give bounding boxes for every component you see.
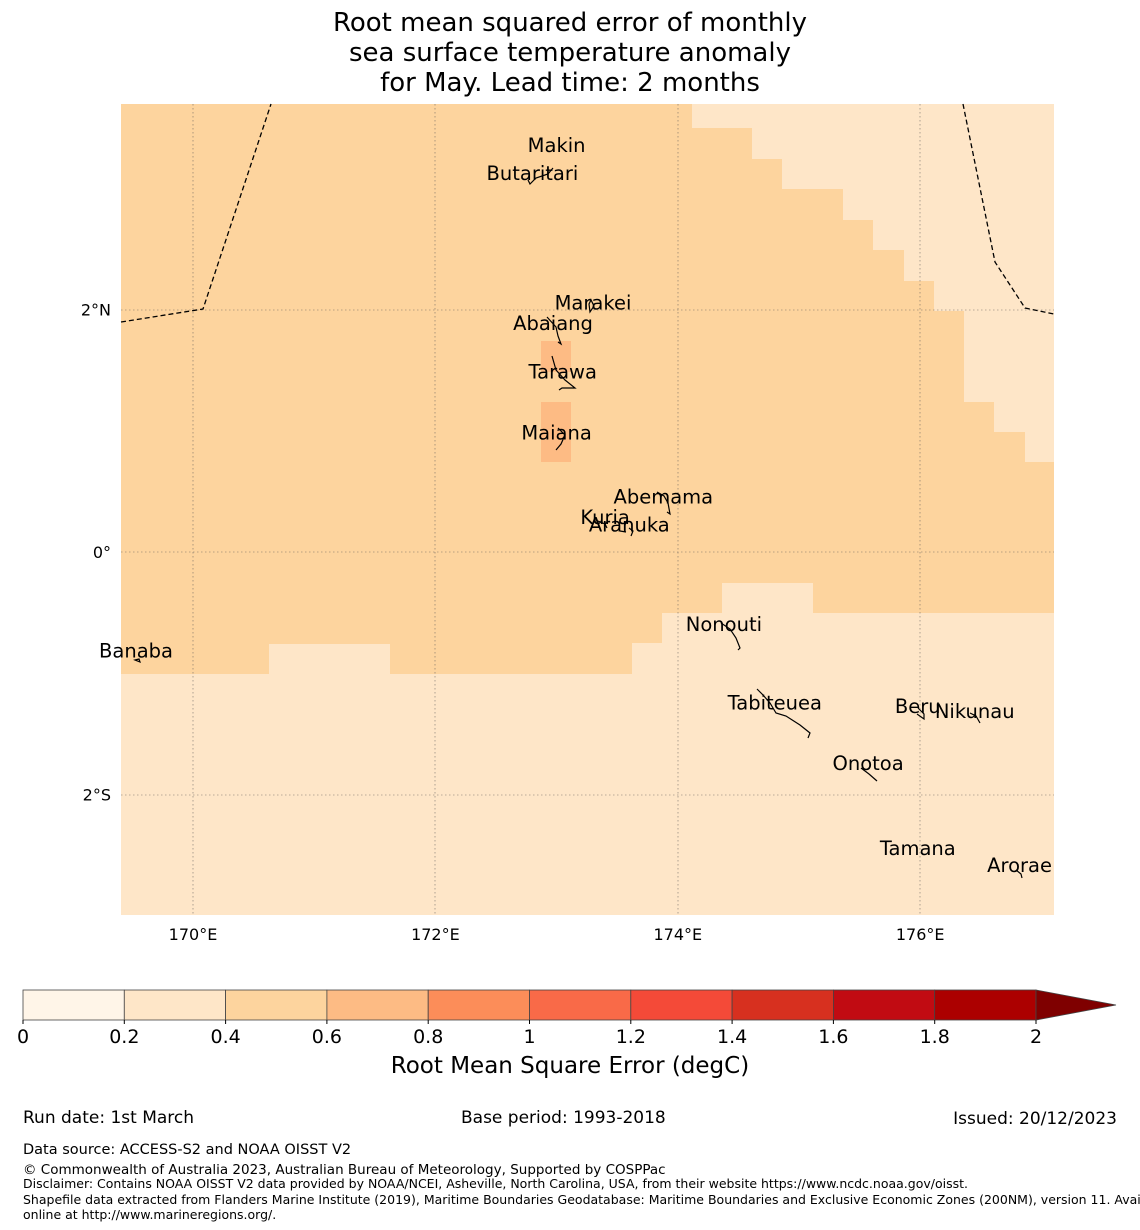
field-high-2: [541, 402, 571, 462]
island-outline-banaba: [133, 658, 141, 664]
colorbar-swatch-2: [225, 989, 328, 1021]
colorbar-tick-label-1: 0.2: [109, 1026, 139, 1048]
base-period: Base period: 1993-2018: [461, 1108, 666, 1128]
colorbar-swatch-1: [123, 989, 227, 1021]
data-source: Data source: ACCESS-S2 and NOAA OISST V2: [23, 1142, 352, 1158]
island-label-maiana: Maiana: [521, 421, 591, 444]
colorbar-tick-label-0: 0: [17, 1026, 29, 1048]
island-label-arorae: Arorae: [987, 854, 1052, 877]
colorbar-tick-label-7: 1.4: [717, 1026, 747, 1048]
copyright: © Commonwealth of Australia 2023, Austra…: [23, 1162, 666, 1178]
island-outline-kuria: [597, 520, 608, 529]
island-outline-marakei: [588, 298, 595, 314]
field-high-1: [541, 341, 571, 372]
island-outline-tabiteuea: [756, 688, 811, 739]
title-line-2: sea surface temperature anomaly: [349, 38, 791, 68]
colorbar-swatch-3: [326, 989, 429, 1021]
longitude-labels: 170°E 172°E 174°E 176°E: [169, 925, 945, 944]
eez-boundary-east: [962, 103, 1055, 315]
lat-tick-2-s: 2°S: [83, 785, 111, 804]
colorbar-swatch-6: [630, 989, 733, 1021]
chart-title: Root mean squared error of monthly sea s…: [0, 8, 1140, 98]
field-mid: [121, 104, 1054, 674]
island-label-nikunau: Nikunau: [935, 700, 1015, 723]
island-label-tarawa: Tarawa: [527, 361, 597, 384]
colorbar-swatch-5: [529, 989, 632, 1021]
lon-tick-170: 170°E: [169, 925, 218, 944]
island-outline-arorae: [1015, 869, 1023, 879]
colorbar-swatch-9: [934, 989, 1037, 1021]
island-outline-nonouti: [720, 622, 741, 651]
island-outline-abaiang: [546, 316, 563, 346]
latitude-labels: 2°N 0° 2°S: [81, 301, 111, 805]
island-label-kuria: Kuria: [580, 506, 630, 529]
island-label-butaritari: Butaritari: [487, 162, 579, 185]
island-outline-nikunau: [969, 712, 981, 724]
island-label-tamana: Tamana: [879, 837, 956, 860]
island-label-beru: Beru: [895, 695, 941, 718]
lat-tick-2-n: 2°N: [81, 301, 111, 320]
gridlines: [121, 104, 1054, 915]
colorbar-swatch-0: [22, 989, 125, 1021]
island-label-banaba: Banaba: [99, 639, 173, 662]
island-label-tabiteuea: Tabiteuea: [727, 692, 822, 715]
colorbar-swatch-8: [833, 989, 936, 1021]
island-outlines: [133, 167, 1023, 879]
colorbar-tick-label-3: 0.6: [312, 1026, 342, 1048]
colorbar-extend-arrow: [1035, 989, 1117, 1021]
lon-tick-174: 174°E: [653, 925, 702, 944]
shapefile-credit-1: Shapefile data extracted from Flanders M…: [23, 1192, 1140, 1207]
island-outline-tarawa: [551, 355, 577, 391]
colorbar-tick-label-5: 1: [523, 1026, 535, 1048]
island-label-abemama: Abemama: [613, 486, 713, 509]
island-outline-aranuka: [619, 527, 634, 537]
island-label-marakei: Marakei: [555, 292, 632, 315]
island-label-onotoa: Onotoa: [833, 752, 904, 775]
lon-tick-172: 172°E: [411, 925, 460, 944]
colorbar-tick-label-6: 1.2: [616, 1026, 646, 1048]
colorbar-tick-label-4: 0.8: [413, 1026, 443, 1048]
colorbar-tick-label-10: 2: [1030, 1026, 1042, 1048]
island-outline-makin: [527, 167, 554, 186]
shapefile-credit-2: online at http://www.marineregions.org/.: [23, 1207, 277, 1222]
eez-boundaries: [120, 103, 1055, 323]
island-label-aranuka: Aranuka: [589, 513, 670, 536]
lon-tick-176: 176°E: [896, 925, 945, 944]
title-line-3: for May. Lead time: 2 months: [380, 68, 760, 98]
colorbar-tick-label-9: 1.8: [920, 1026, 950, 1048]
island-outline-onotoa: [860, 767, 878, 782]
island-label-abaiang: Abaiang: [513, 312, 593, 335]
rmse-field: [121, 104, 1054, 915]
lat-tick-0-: 0°: [93, 543, 111, 562]
island-label-nonouti: Nonouti: [686, 613, 762, 636]
eez-boundary-west: [120, 103, 272, 323]
colorbar-label: Root Mean Square Error (degC): [390, 1053, 750, 1079]
island-outline-abemama: [656, 491, 671, 516]
colorbar: 0 0.2 0.4 0.6 0.8 1 1.2 1.4 1.6 1.8 2: [17, 989, 1117, 1048]
colorbar-ticks: 0 0.2 0.4 0.6 0.8 1 1.2 1.4 1.6 1.8 2: [17, 1020, 1042, 1048]
island-label-makin: Makin: [528, 134, 586, 157]
island-outline-beru: [916, 707, 925, 721]
colorbar-tick-label-2: 0.4: [210, 1026, 240, 1048]
colorbar-swatches: [22, 989, 1117, 1021]
disclaimer: Disclaimer: Contains NOAA OISST V2 data …: [23, 1176, 968, 1191]
colorbar-swatch-4: [427, 989, 530, 1021]
issued-date: Issued: 20/12/2023: [953, 1109, 1117, 1129]
colorbar-swatch-7: [731, 989, 834, 1021]
title-line-1: Root mean squared error of monthly: [332, 8, 808, 38]
colorbar-tick-label-8: 1.6: [818, 1026, 848, 1048]
run-date: Run date: 1st March: [23, 1108, 195, 1128]
island-outline-maiana: [555, 427, 566, 451]
